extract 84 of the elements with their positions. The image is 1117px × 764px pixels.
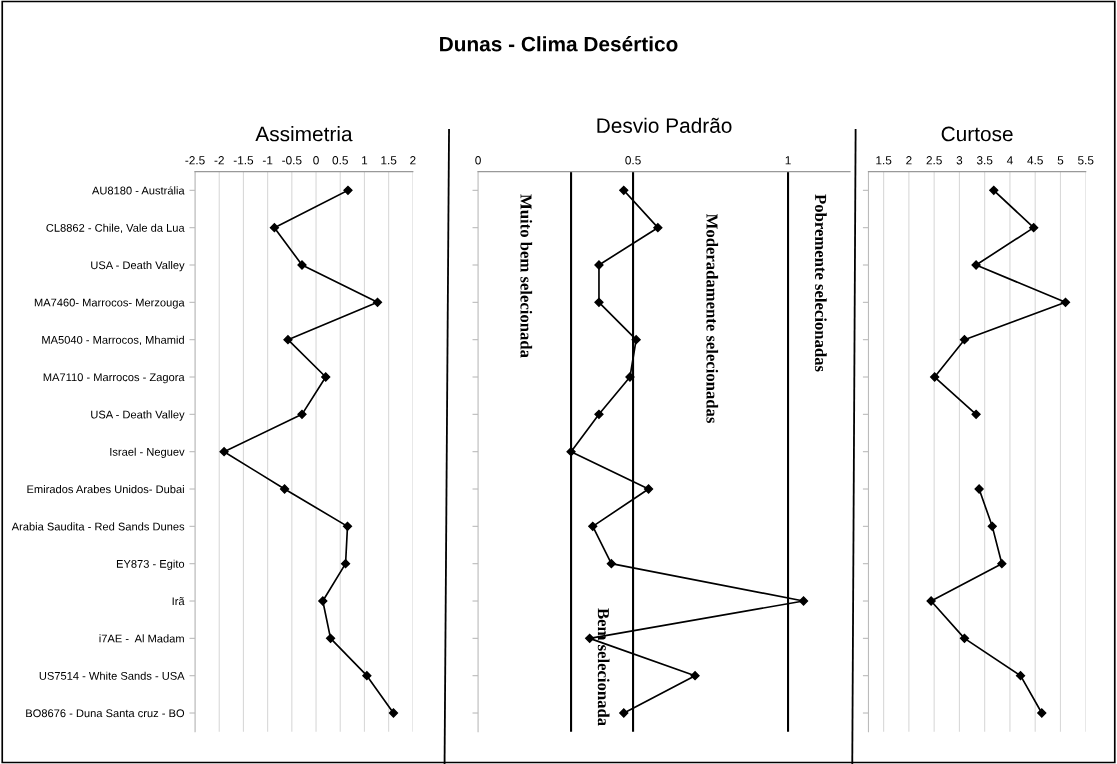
y-tick-label: BO8676 - Duna Santa cruz - BO — [26, 709, 185, 718]
y-tick-label: Emirados Arabes Unidos- Dubai — [27, 484, 184, 494]
x-tick-label: 2 — [906, 156, 912, 165]
point — [343, 185, 353, 195]
point — [1060, 297, 1071, 307]
point — [594, 409, 604, 419]
point — [321, 372, 331, 382]
point — [269, 223, 280, 233]
x-tick-label: -1 — [262, 156, 273, 165]
x-tick-label: 2 — [410, 156, 416, 165]
point — [971, 409, 981, 419]
y-tick-label: MA7110 - Marrocos - Zagora — [43, 373, 185, 384]
chart-title: Curtose — [941, 126, 1013, 142]
x-tick-label: -2.5 — [185, 156, 205, 165]
point — [588, 521, 598, 531]
y-tick-label: Israel - Neguev — [110, 447, 185, 459]
y-tick-label: AU8180 - Austrália — [91, 186, 185, 195]
x-tick-label: 3.5 — [976, 156, 993, 165]
annotation: Bem selecionada — [597, 608, 610, 726]
point — [959, 633, 970, 643]
point — [997, 559, 1007, 569]
y-tick-label: i7AE - Al Madam — [99, 634, 184, 643]
point — [619, 185, 629, 195]
point — [362, 671, 372, 681]
point — [643, 484, 654, 494]
y-tick-label: Irã — [172, 597, 185, 606]
x-tick-label: 1.5 — [876, 156, 892, 165]
x-tick-label: 1 — [362, 156, 368, 165]
x-tick-label: 0.5 — [332, 156, 348, 165]
point — [926, 596, 936, 606]
x-tick-label: 0 — [313, 156, 319, 165]
point — [279, 484, 290, 494]
x-tick-label: 5 — [1057, 156, 1064, 165]
x-tick-label: 3 — [956, 156, 963, 165]
chart-title: Desvio Padrão — [597, 117, 732, 133]
point — [798, 596, 809, 606]
x-tick-label: -2 — [214, 156, 224, 165]
point — [606, 559, 616, 569]
point — [219, 447, 229, 457]
x-tick-label: 5.5 — [1077, 156, 1094, 165]
point — [619, 708, 629, 718]
point — [989, 185, 999, 195]
y-tick-label: USA - Death Valley — [91, 410, 185, 421]
chart-title: Assimetria — [255, 126, 353, 142]
point — [297, 409, 307, 419]
point — [585, 633, 595, 643]
x-tick-label: 0.5 — [625, 156, 641, 165]
x-tick-label: 1.5 — [381, 156, 397, 165]
annotation: Pobremente selecionadas — [814, 194, 827, 372]
y-tick-label: USA - Death Valley — [91, 260, 185, 272]
point — [340, 559, 351, 569]
annotation: Moderadamente selecionadas — [706, 213, 719, 423]
point — [1029, 223, 1039, 233]
point — [987, 521, 997, 531]
point — [974, 484, 984, 494]
y-tick-label: Arabia Saudita - Red Sands Dunes — [11, 522, 185, 531]
point — [1015, 671, 1026, 681]
x-tick-label: 0 — [475, 156, 481, 165]
point — [318, 596, 328, 606]
y-tick-label: MA5040 - Marrocos, Mhamid — [42, 335, 184, 346]
point — [631, 335, 641, 345]
y-tick-label: CL8862 - Chile, Vale da Lua — [46, 223, 185, 234]
point — [594, 297, 604, 307]
y-tick-label: MA7460- Marrocos- Merzouga — [34, 298, 185, 309]
point — [959, 335, 970, 345]
point — [388, 708, 399, 718]
y-tick-label: EY873 - Egito — [116, 559, 185, 571]
point — [325, 633, 336, 643]
x-tick-label: -0.5 — [282, 156, 302, 165]
x-tick-label: 2.5 — [926, 156, 942, 165]
x-tick-label: 1 — [785, 156, 791, 165]
point — [342, 521, 353, 531]
x-tick-label: 4 — [1006, 156, 1013, 165]
y-tick-label: US7514 - White Sands - USA — [39, 671, 185, 680]
annotation: Muito bem selecionada — [520, 194, 533, 358]
point — [1037, 708, 1047, 718]
x-tick-label: 4.5 — [1027, 156, 1043, 165]
x-tick-label: -1.5 — [233, 156, 254, 165]
point — [653, 223, 663, 233]
point — [372, 297, 383, 307]
point — [930, 372, 940, 382]
point — [690, 671, 700, 681]
point — [283, 335, 293, 345]
text: Dunas - Clima Desértico — [440, 35, 678, 52]
